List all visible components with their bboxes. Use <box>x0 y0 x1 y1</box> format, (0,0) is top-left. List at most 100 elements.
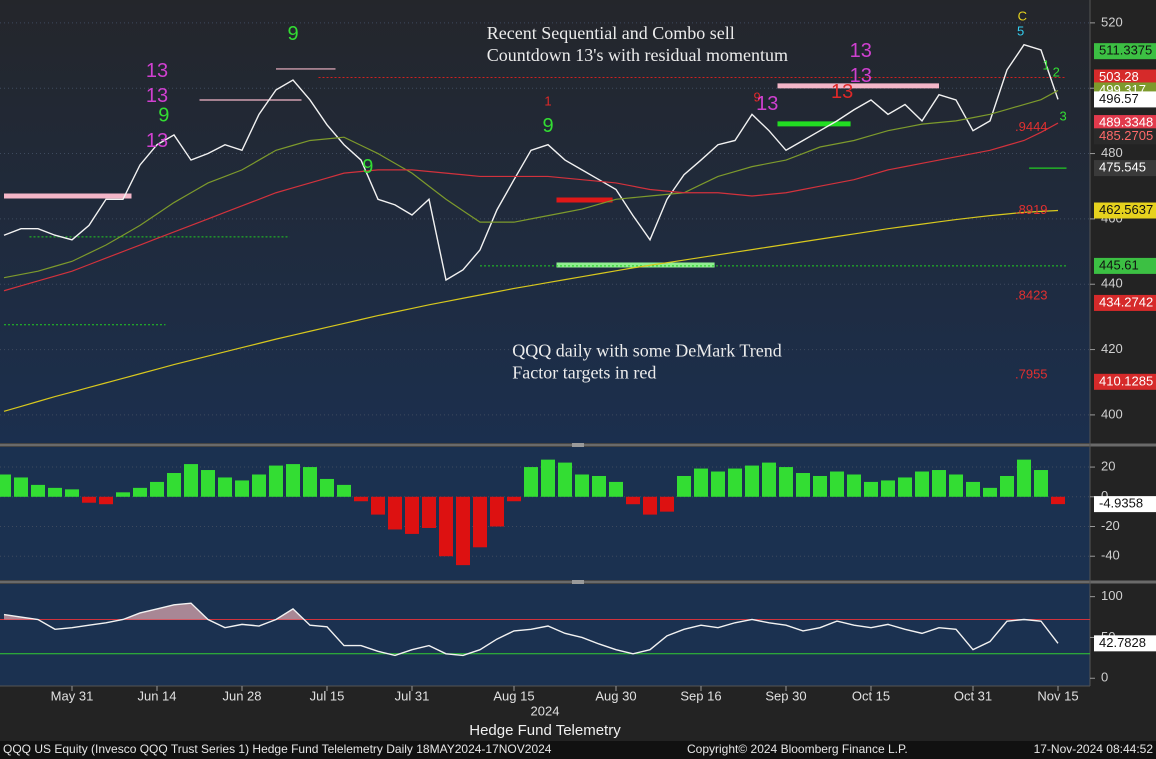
value-label: 434.2742 <box>1099 294 1153 309</box>
momentum-bar <box>694 468 708 497</box>
value-label: 503.28 <box>1099 69 1139 84</box>
y-tick-label: -40 <box>1101 548 1120 563</box>
y-tick-label: 0 <box>1101 670 1108 685</box>
momentum-bar <box>116 492 130 497</box>
value-label-box <box>1094 43 1156 60</box>
y-tick-label: -20 <box>1101 518 1120 533</box>
momentum-bar <box>82 496 96 503</box>
momentum-bar <box>949 474 963 497</box>
x-tick-label: Jun 14 <box>137 688 176 703</box>
momentum-bar <box>983 487 997 497</box>
panel-handle <box>572 443 584 447</box>
momentum-bar <box>745 465 759 497</box>
x-tick-label: Aug 15 <box>493 688 534 703</box>
momentum-bar <box>1000 475 1014 497</box>
momentum-bar <box>388 496 402 530</box>
x-tick-label: Jul 31 <box>395 688 430 703</box>
momentum-bar <box>422 496 436 528</box>
momentum-bar <box>1051 496 1065 505</box>
momentum-bar <box>133 487 147 497</box>
countdown-label: 2 <box>1053 64 1060 79</box>
value-label-box <box>1094 373 1156 390</box>
x-tick-label: Oct 31 <box>954 688 992 703</box>
countdown-label: 9 <box>287 23 298 45</box>
annotation-text: QQQ daily with some DeMark Trend <box>512 340 781 360</box>
series-line <box>3 209 1059 412</box>
momentum-bar <box>439 496 453 557</box>
value-label: 489.3348 <box>1099 114 1153 129</box>
value-label-box <box>1094 202 1156 219</box>
annotation-text: Factor targets in red <box>512 362 656 382</box>
momentum-bar <box>320 478 334 497</box>
momentum-bar <box>184 464 198 497</box>
momentum-bar <box>31 484 45 497</box>
footer-center: Copyright© 2024 Bloomberg Finance L.P. <box>687 742 908 756</box>
momentum-bar <box>456 496 470 566</box>
x-tick-label: Nov 15 <box>1037 688 1078 703</box>
value-label: -4.9358 <box>1099 496 1143 511</box>
momentum-bar <box>915 471 929 497</box>
momentum-bar <box>626 496 640 505</box>
value-label: 511.3375 <box>1099 43 1152 58</box>
momentum-bar <box>847 474 861 497</box>
momentum-bar <box>201 470 215 497</box>
value-label-box <box>1094 69 1156 86</box>
countdown-label: 9 <box>542 115 553 137</box>
y-tick-label: 0 <box>1101 488 1108 503</box>
countdown-label: 13 <box>146 60 168 82</box>
momentum-bar <box>932 470 946 497</box>
momentum-bar <box>558 462 572 497</box>
value-label-box <box>1094 160 1156 177</box>
countdown-label: 13 <box>831 81 853 103</box>
value-label-box <box>1094 91 1156 108</box>
x-tick-label: Sep 16 <box>680 688 721 703</box>
momentum-bar <box>371 496 385 515</box>
trend-factor-label: .9444 <box>1015 119 1048 134</box>
countdown-label: 13 <box>146 130 168 152</box>
y-tick-label: 520 <box>1101 14 1123 29</box>
countdown-label: 13 <box>756 93 778 115</box>
momentum-bar <box>507 496 521 502</box>
momentum-bar <box>609 481 623 497</box>
footer-left: QQQ US Equity (Invesco QQQ Trust Series … <box>3 742 552 756</box>
footer-bar <box>0 741 1156 759</box>
momentum-bar <box>728 468 742 497</box>
momentum-bar <box>830 471 844 497</box>
x-tick-label: Jun 28 <box>222 688 261 703</box>
momentum-bar <box>473 496 487 548</box>
momentum-bar <box>490 496 504 527</box>
momentum-bar <box>337 484 351 497</box>
x-tick-label: Oct 15 <box>852 688 890 703</box>
panel-handle <box>572 580 584 584</box>
momentum-bar <box>762 462 776 497</box>
countdown-label: 13 <box>850 40 872 62</box>
plot-layer: 4004204404604805005201313913999191313131… <box>0 8 1156 703</box>
momentum-bar <box>65 489 79 497</box>
momentum-bar <box>167 473 181 497</box>
momentum-bar <box>150 481 164 497</box>
x-tick-label: Jul 15 <box>310 688 345 703</box>
momentum-bar <box>218 477 232 497</box>
value-label: 496.57 <box>1099 91 1139 106</box>
x-tick-label: Sep 30 <box>765 688 806 703</box>
momentum-bar <box>99 496 113 505</box>
value-label-box <box>1094 128 1156 145</box>
momentum-bar <box>813 475 827 497</box>
footer-right: 17-Nov-2024 08:44:52 <box>1034 742 1154 756</box>
countdown-label: 3 <box>1059 108 1066 123</box>
value-label-box <box>1094 115 1156 132</box>
momentum-bar <box>235 480 249 497</box>
value-label-box <box>1094 635 1156 652</box>
year-label: 2024 <box>531 703 560 718</box>
momentum-bar <box>881 480 895 497</box>
momentum-bar <box>252 474 266 497</box>
countdown-label: 9 <box>362 156 373 178</box>
momentum-bar <box>1017 459 1031 497</box>
countdown-label: 13 <box>146 85 168 107</box>
countdown-label: 5 <box>1017 23 1024 38</box>
series-line <box>3 43 1059 282</box>
momentum-bar <box>711 471 725 497</box>
momentum-bar <box>405 496 419 534</box>
momentum-bar <box>864 481 878 497</box>
